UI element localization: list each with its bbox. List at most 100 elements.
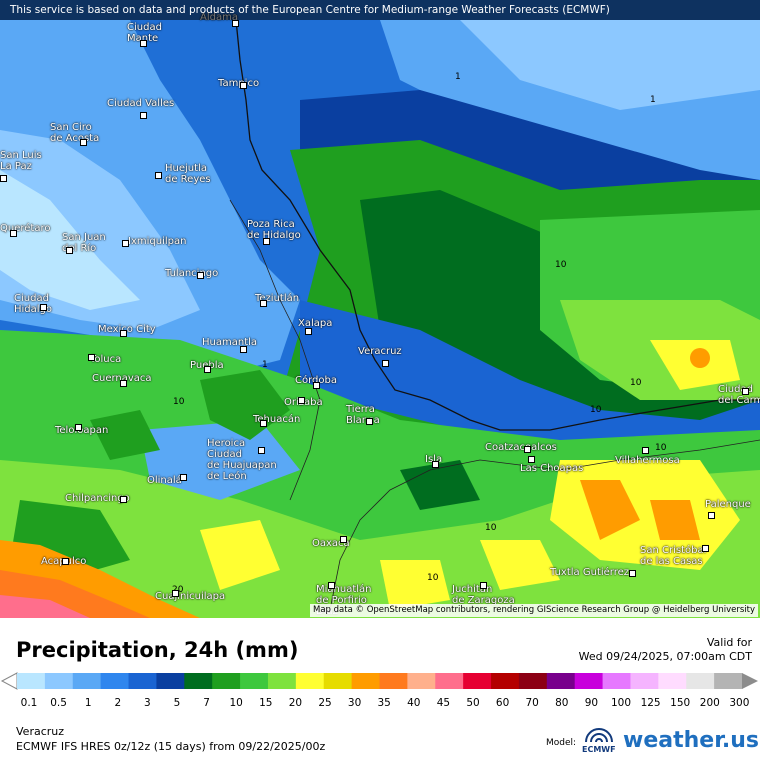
city-label: Huamantla xyxy=(202,337,258,348)
precipitation-colorbar xyxy=(0,672,758,690)
colorbar-segment xyxy=(128,673,157,689)
city-marker[interactable] xyxy=(528,456,535,463)
city-label: Tuxtla Gutiérrez xyxy=(550,567,630,578)
colorbar-tick-label: 15 xyxy=(259,697,273,709)
city-marker[interactable] xyxy=(305,328,312,335)
city-label: Córdoba xyxy=(295,375,337,386)
precipitation-map[interactable]: 1111010101010101020 AldamaCiudad ManteTa… xyxy=(0,0,760,618)
city-marker[interactable] xyxy=(120,496,127,503)
city-marker[interactable] xyxy=(298,397,305,404)
city-marker[interactable] xyxy=(180,474,187,481)
city-label: Ciudad Hidalgo xyxy=(14,293,53,315)
colorbar-tick-label: 0.5 xyxy=(50,697,67,709)
city-marker[interactable] xyxy=(382,360,389,367)
precipitation-field xyxy=(0,0,760,618)
contour-label: 10 xyxy=(485,523,497,533)
colorbar-segment xyxy=(240,673,269,689)
contour-label: 1 xyxy=(650,95,656,105)
city-marker[interactable] xyxy=(258,447,265,454)
colorbar-segment xyxy=(44,673,74,689)
city-marker[interactable] xyxy=(708,512,715,519)
city-marker[interactable] xyxy=(140,40,147,47)
city-marker[interactable] xyxy=(263,238,270,245)
city-marker[interactable] xyxy=(140,112,147,119)
colorbar-segment xyxy=(72,673,102,689)
model-run-info: ECMWF IFS HRES 0z/12z (15 days) from 09/… xyxy=(16,740,326,753)
city-label: Ciudad Valles xyxy=(107,98,175,109)
city-marker[interactable] xyxy=(480,582,487,589)
city-label: Oaxaca xyxy=(312,538,350,549)
city-marker[interactable] xyxy=(313,382,320,389)
city-label: San Ciro de Acosta xyxy=(50,122,99,144)
colorbar-tick-label: 50 xyxy=(466,697,480,709)
colorbar-segment xyxy=(407,673,436,689)
contour-label: 10 xyxy=(427,573,439,583)
city-marker[interactable] xyxy=(524,446,531,453)
colorbar-segment xyxy=(658,673,687,689)
colorbar-segment xyxy=(574,673,604,689)
colorbar-segment xyxy=(602,673,631,689)
contour-label: 10 xyxy=(590,405,602,415)
city-marker[interactable] xyxy=(172,590,179,597)
colorbar-tick-label: 7 xyxy=(203,697,210,709)
city-marker[interactable] xyxy=(62,558,69,565)
city-marker[interactable] xyxy=(240,82,247,89)
city-marker[interactable] xyxy=(0,175,7,182)
city-marker[interactable] xyxy=(340,536,347,543)
city-marker[interactable] xyxy=(742,388,749,395)
colorbar-segment xyxy=(546,673,576,689)
colorbar-tick-label: 1 xyxy=(84,697,92,709)
city-marker[interactable] xyxy=(232,20,239,27)
contour-label: 1 xyxy=(455,72,461,82)
colorbar-segment xyxy=(714,673,743,689)
city-label: Teziutlán xyxy=(255,293,300,304)
city-label: Puebla xyxy=(190,360,224,371)
city-label: Ciudad Mante xyxy=(127,22,162,44)
city-marker[interactable] xyxy=(702,545,709,552)
city-marker[interactable] xyxy=(328,582,335,589)
city-label: Villahermosa xyxy=(615,455,680,466)
city-marker[interactable] xyxy=(197,272,204,279)
weather-us-logo[interactable]: weather.us xyxy=(623,728,760,753)
city-marker[interactable] xyxy=(642,447,649,454)
city-marker[interactable] xyxy=(629,570,636,577)
city-marker[interactable] xyxy=(260,300,267,307)
colorbar-tick-label: 150 xyxy=(670,697,691,709)
city-marker[interactable] xyxy=(120,380,127,387)
city-marker[interactable] xyxy=(10,230,17,237)
city-label: Mexico City xyxy=(98,324,156,335)
city-marker[interactable] xyxy=(366,418,373,425)
colorbar-tick-label: 90 xyxy=(584,697,599,709)
city-marker[interactable] xyxy=(260,420,267,427)
map-attribution[interactable]: Map data © OpenStreetMap contributors, r… xyxy=(310,604,758,617)
contour-label: 10 xyxy=(630,378,642,388)
city-marker[interactable] xyxy=(155,172,162,179)
city-label: Tehuacán xyxy=(253,414,301,425)
city-marker[interactable] xyxy=(75,424,82,431)
colorbar-segment xyxy=(435,673,464,689)
city-marker[interactable] xyxy=(120,330,127,337)
colorbar-segment xyxy=(379,673,408,689)
colorbar-tick-label: 40 xyxy=(407,697,421,709)
city-label: Xalapa xyxy=(298,318,333,329)
colorbar-tick-label: 125 xyxy=(640,697,661,709)
city-marker[interactable] xyxy=(122,240,129,247)
contour-label: 10 xyxy=(555,260,567,270)
city-marker[interactable] xyxy=(240,346,247,353)
city-marker[interactable] xyxy=(204,366,211,373)
colorbar-tick-label: 200 xyxy=(699,697,720,709)
city-label: Coatzacoalcos xyxy=(485,442,557,453)
city-label: Cuernavaca xyxy=(92,373,152,384)
city-marker[interactable] xyxy=(88,354,95,361)
city-marker[interactable] xyxy=(80,139,87,146)
colorbar-segment xyxy=(630,673,659,689)
city-marker[interactable] xyxy=(66,247,73,254)
city-label: Huejutla de Reyes xyxy=(165,163,211,185)
city-marker[interactable] xyxy=(432,461,439,468)
city-label: Ixmiquilpan xyxy=(128,236,187,247)
city-label: Heroica Ciudad de Huajuapan de León xyxy=(207,438,277,482)
city-marker[interactable] xyxy=(40,304,47,311)
city-label: Poza Rica de Hidalgo xyxy=(247,219,301,241)
ecmwf-logo-icon[interactable] xyxy=(580,728,618,756)
colorbar-segment xyxy=(686,673,715,689)
